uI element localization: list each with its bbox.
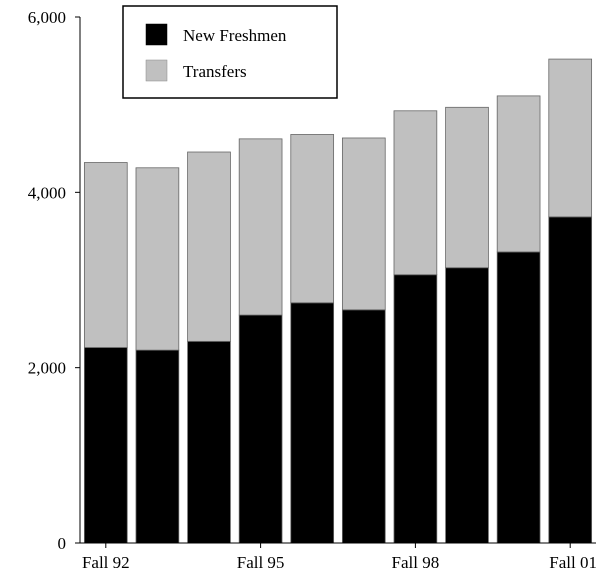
legend-label-transfers: Transfers [183, 62, 247, 81]
y-tick-label: 6,000 [28, 8, 66, 27]
axis-layer: 0 2,000 4,000 6,000 Fall 92 Fall 95 Fall 98 Fal… [28, 8, 597, 572]
x-tick-label: Fall 01 [549, 553, 597, 572]
bar-new-freshmen-fall-93 [135, 349, 180, 544]
bars-layer [83, 58, 593, 544]
bar-new-freshmen-fall-01 [548, 216, 593, 544]
bar-new-freshmen-fall-99 [445, 267, 489, 544]
legend-box [122, 5, 338, 99]
bar-new-freshmen-fall-94 [187, 340, 231, 544]
legend-swatch-transfers [145, 59, 168, 82]
bar-transfers-fall-97 [341, 137, 386, 311]
bar-transfers-fall-93 [135, 167, 180, 351]
legend-swatch-new-freshmen [145, 23, 168, 46]
bar-transfers-fall-98 [393, 110, 438, 276]
bar-new-freshmen-fall-92 [83, 347, 128, 544]
bar-transfers-fall-96 [290, 134, 335, 304]
y-tick-label: 0 [58, 534, 67, 553]
bar-transfers-fall-00 [496, 95, 541, 253]
bar-transfers-fall-95 [238, 138, 283, 316]
x-tick-label: Fall 92 [82, 553, 130, 572]
bar-new-freshmen-fall-96 [290, 302, 335, 544]
bar-new-freshmen-fall-95 [238, 314, 283, 544]
legend-label-new-freshmen: New Freshmen [183, 26, 287, 45]
bar-transfers-fall-99 [445, 106, 489, 269]
y-tick-label: 4,000 [28, 183, 66, 202]
bar-new-freshmen-fall-98 [393, 274, 438, 544]
y-tick-label: 2,000 [28, 359, 66, 378]
legend: New Freshmen Transfers [122, 5, 338, 99]
bar-transfers-fall-01 [548, 58, 593, 218]
bar-new-freshmen-fall-97 [341, 309, 386, 544]
x-tick-label: Fall 95 [237, 553, 285, 572]
bar-new-freshmen-fall-00 [496, 251, 541, 544]
x-tick-label: Fall 98 [392, 553, 440, 572]
bar-transfers-fall-92 [83, 162, 128, 348]
bar-transfers-fall-94 [187, 151, 231, 342]
